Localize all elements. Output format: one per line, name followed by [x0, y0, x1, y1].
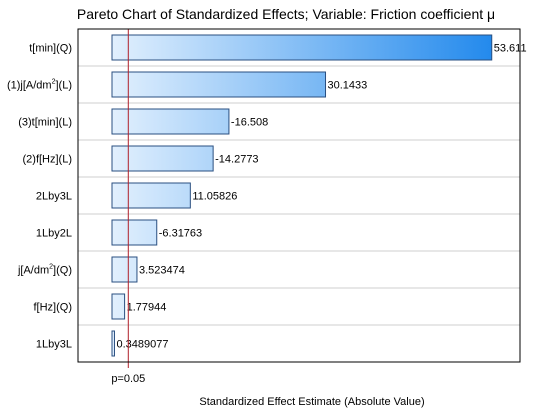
- value-label: 53.611: [494, 43, 527, 55]
- plot-frame: [77, 28, 521, 363]
- category-label: 1Lby2L: [36, 228, 72, 240]
- value-label: -14.2773: [215, 154, 258, 166]
- category-label: (3)t[min](L): [18, 117, 72, 129]
- value-label: -16.508: [231, 117, 268, 129]
- bar: [111, 145, 214, 172]
- category-label: 1Lby3L: [36, 339, 72, 351]
- value-label: 11.05826: [192, 191, 237, 203]
- bars: [111, 34, 493, 357]
- bar: [111, 71, 327, 98]
- gridlines: [78, 65, 520, 326]
- value-label: 3.523474: [139, 265, 185, 277]
- category-label: t[min](Q): [29, 43, 72, 55]
- category-label: (2)f[Hz](L): [23, 154, 73, 166]
- bar: [111, 34, 493, 61]
- value-label: 0.3489077: [116, 339, 168, 351]
- category-label: (1)j[A/dm2](L): [7, 79, 72, 92]
- category-label: j[A/dm2](Q): [17, 264, 72, 277]
- bar: [111, 108, 230, 135]
- value-label: -6.31763: [159, 228, 202, 240]
- bar: [111, 256, 138, 283]
- bar: [111, 293, 126, 320]
- p-value-label: p=0.05: [111, 373, 145, 385]
- category-label: f[Hz](Q): [34, 302, 73, 314]
- bar: [111, 182, 191, 209]
- chart-title: Pareto Chart of Standardized Effects; Va…: [77, 6, 495, 22]
- value-label: 1.77944: [127, 302, 167, 314]
- x-axis-label: Standardized Effect Estimate (Absolute V…: [199, 396, 424, 408]
- value-label: 30.1433: [328, 80, 368, 92]
- bar: [111, 330, 115, 357]
- value-labels: 53.611 30.1433 -16.508 -14.2773 11.05826 -6.3…: [116, 43, 526, 351]
- category-labels: t[min](Q) (1)j[A/dm2](L) (3)t[min](L) (2)f[…: [7, 43, 72, 351]
- bar: [111, 219, 158, 246]
- category-label: 2Lby3L: [36, 191, 72, 203]
